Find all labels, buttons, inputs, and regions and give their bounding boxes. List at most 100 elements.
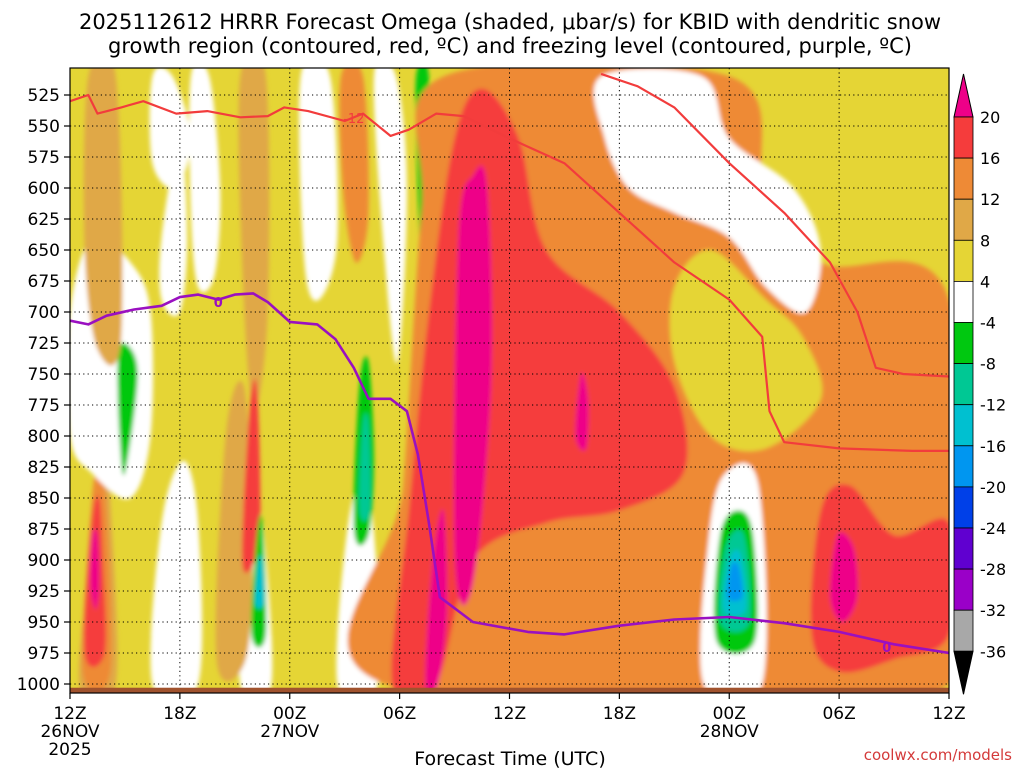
y-tick-label: 600 [28,179,60,199]
colorbar: 20 16 12 8 4 -4 -8 -12 -16 -20 -24 -28 -32 -36 [953,73,1006,695]
y-tick-label: 725 [28,334,60,354]
y-tick-label: 775 [28,396,60,416]
omega-region-core-magenta-a [453,165,493,606]
omega-region-orange-col-a [83,68,123,366]
colorbar-swatch [953,527,974,570]
y-tick-label: 700 [28,303,60,323]
y-tick-label: 625 [28,210,60,230]
y-axis: 525 550 575 600 625 650 675 700 725 750 775 800 825 8… [17,86,70,695]
colorbar-tick-label: -8 [980,355,996,374]
colorbar-tick-label: 16 [980,149,1000,168]
y-tick-label: 900 [28,551,60,571]
omega-region-white-mid-a [189,68,221,293]
colorbar-tick-label: -32 [980,601,1006,620]
omega-region-left-low-magenta [89,528,100,610]
x-tick-year: 2025 [48,740,91,760]
y-tick-label: 875 [28,520,60,540]
y-tick-label: 550 [28,117,60,137]
x-tick-label: 18Z [163,704,196,724]
x-tick-label: 00Z [713,704,746,724]
x-tick-label: 12Z [493,704,526,724]
omega-region-core-magenta-c [575,372,589,451]
colorbar-tick-label: 20 [980,108,1000,127]
omega-region-green-left [117,342,138,476]
freezing-level-label-2: 0 [882,641,891,656]
colorbar-tick-label: -28 [980,560,1006,579]
colorbar-swatch [953,116,974,159]
omega-region-white-right-top [593,68,822,314]
contours: -12 0 0 [70,72,949,656]
omega-region-orange-col-b [238,68,270,413]
colorbar-tick-label: -24 [980,519,1006,538]
omega-region-white-mid-b [299,68,338,301]
x-axis-label: Forecast Time (UTC) [414,748,605,768]
colorbar-tick-label: -12 [980,396,1006,415]
x-tick-label: 00Z [273,704,306,724]
omega-region-blue-low-a [254,554,265,609]
gridlines [70,68,949,693]
colorbar-swatch [953,609,974,652]
x-tick-label: 06Z [822,704,855,724]
y-tick-label: 675 [28,272,60,292]
colorbar-swatch [953,198,974,241]
colorbar-top-arrow [953,73,974,118]
colorbar-swatch [953,363,974,406]
omega-shading [70,68,949,693]
omega-region-magenta-right-low [829,532,859,622]
colorbar-tick-label: 4 [980,272,990,291]
y-tick-label: 850 [28,489,60,509]
colorbar-tick-label: -4 [980,314,996,333]
freezing-level-contour [70,292,949,655]
omega-region-orange-mid-low-a [215,380,254,682]
dgz-contour-2 [600,72,949,378]
y-tick-label: 575 [28,148,60,168]
dgz-contour-label: -12 [343,112,364,127]
omega-region-orange-col-c [339,68,369,263]
colorbar-swatch [953,322,974,364]
y-tick-label: 925 [28,582,60,602]
y-tick-label: 650 [28,241,60,261]
colorbar-swatch [953,157,974,200]
y-tick-label: 825 [28,458,60,478]
colorbar-swatch [953,445,974,488]
omega-region-white-left-c [149,68,191,189]
colorbar-tick-label: -20 [980,478,1006,497]
x-tick-date: 27NOV [260,722,319,742]
y-tick-label: 950 [28,613,60,633]
x-tick-label: 12Z [932,704,965,724]
credit-text: coolwx.com/models [864,746,1012,764]
omega-region-white-low-a [150,460,203,693]
colorbar-bottom-arrow [953,650,974,695]
omega-region-core-magenta-b [425,508,448,693]
colorbar-swatch [953,486,974,529]
terrain-surface [70,687,949,693]
colorbar-swatch [953,404,974,447]
y-tick-label: 1000 [17,675,60,695]
colorbar-swatch [953,239,974,282]
dgz-contour-1 [70,93,949,452]
x-tick-label: 06Z [383,704,416,724]
y-tick-label: 975 [28,644,60,664]
omega-region-white-mid-c [373,68,407,364]
x-tick-label: 12Z [53,704,86,724]
omega-region-red-mid-low-a [242,379,261,574]
colorbar-swatch [953,568,974,611]
x-tick-label: 18Z [603,704,636,724]
y-tick-label: 800 [28,427,60,447]
colorbar-tick-label: 8 [980,231,990,250]
plot-area: -12 0 0 [70,68,949,693]
colorbar-tick-label: -36 [980,642,1006,661]
x-tick-date: 26NOV [40,722,99,742]
chart-title-line2: growth region (contoured, red, ºC) and f… [108,34,912,58]
chart-title-line1: 2025112612 HRRR Forecast Omega (shaded, … [79,10,941,34]
colorbar-tick-label: -16 [980,437,1006,456]
omega-region-red-right-low [810,484,949,673]
y-tick-label: 525 [28,86,60,106]
y-tick-label: 750 [28,365,60,385]
colorbar-swatch [953,280,974,323]
x-tick-date: 28NOV [700,722,759,742]
omega-region-yellow-right-a [669,249,823,452]
freezing-level-label-1: 0 [214,296,223,311]
